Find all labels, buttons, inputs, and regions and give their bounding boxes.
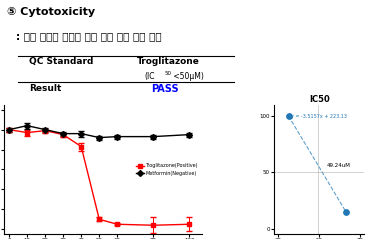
Title: IC50: IC50 xyxy=(309,95,330,104)
Point xyxy=(343,210,349,214)
Text: Troglitazone: Troglitazone xyxy=(137,57,200,66)
Text: (IC: (IC xyxy=(144,72,155,81)
Text: PASS: PASS xyxy=(152,84,179,94)
Text: 49.24uM: 49.24uM xyxy=(326,163,350,168)
Text: QC Standard: QC Standard xyxy=(29,57,93,66)
Text: : 양성 대조군 약물에 대한 독성 검출 능력 시험: : 양성 대조군 약물에 대한 독성 검출 능력 시험 xyxy=(16,32,162,42)
Text: ⑤ Cytotoxicity: ⑤ Cytotoxicity xyxy=(7,7,95,17)
Point xyxy=(286,114,291,118)
Text: <50μM): <50μM) xyxy=(171,72,204,81)
Text: y = -3.5157x + 223.13: y = -3.5157x + 223.13 xyxy=(291,114,347,119)
Text: 50: 50 xyxy=(164,71,171,76)
Legend: Troglitazone(Positive), Metformin(Negative): Troglitazone(Positive), Metformin(Negati… xyxy=(134,161,199,178)
Text: Result: Result xyxy=(29,84,61,93)
